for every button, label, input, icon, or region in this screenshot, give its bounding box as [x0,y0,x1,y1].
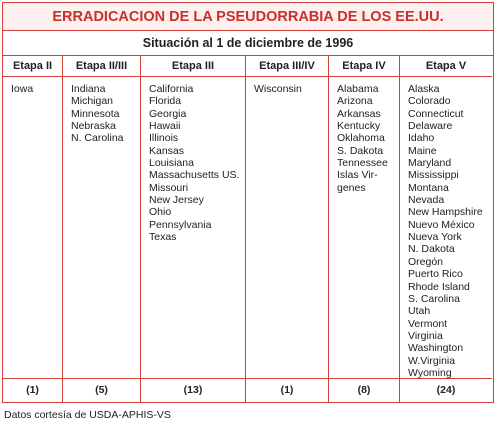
column-count: (5) [63,378,140,402]
item: Nevada [408,194,445,207]
item: Nuevo México [408,218,475,231]
item: Idaho [408,132,435,145]
table-title: ERRADICACION DE LA PSEUDORRABIA DE LOS E… [3,3,493,31]
item-list: Iowa [11,83,33,95]
item: Mississippi [408,169,459,182]
item: W.Virginia [408,354,456,367]
column-count: (1) [3,378,62,402]
column: Etapa IV Alabama Arizona Arkansas Kentucky Ok… [328,56,399,402]
item: Michigan [71,95,114,108]
column-header: Etapa III/IV [246,56,328,77]
column-header: Etapa II [3,56,62,77]
item: Maine [408,144,437,157]
item: Alabama [337,83,379,95]
item: Montana [408,181,449,194]
item: S. Carolina [408,292,460,305]
column-count: (8) [329,378,399,402]
item: Louisiana [149,157,194,170]
item: Iowa [11,83,34,95]
item: Massachusetts US. [149,169,240,182]
item: Pennsylvania [149,218,212,231]
item-list: Alaska Colorado Connecticut Delaware Idaho Ma… [408,83,483,379]
item: Islas Vir- [337,169,378,182]
item: Kentucky [337,120,381,133]
column-count: (13) [141,378,245,402]
item: Utah [408,305,431,318]
item: Illinois [149,132,179,145]
item-list: Wisconsin [254,83,302,95]
item: Florida [149,95,182,108]
item: Rhode Island [408,280,470,293]
item: Wisconsin [254,83,302,95]
item: Maryland [408,157,452,170]
item-list: Indiana Michigan Minnesota Nebraska N. Carol… [71,83,124,145]
item: Nebraska [71,120,116,133]
item: Missouri [149,181,189,194]
item: Arizona [337,95,373,108]
item-list: California Florida Georgia Hawaii Illinois Ka… [149,83,239,243]
item: Wyoming [408,366,452,379]
item: Kansas [149,144,185,157]
item: Washington [408,342,464,355]
item: Texas [149,231,177,244]
item: Minnesota [71,107,120,120]
item: Oregón [408,255,444,268]
item: New Hampshire [408,206,483,219]
item: Delaware [408,120,453,133]
column-header: Etapa III [141,56,245,77]
item: Alaska [408,83,440,95]
item: Hawaii [149,120,181,133]
item: Colorado [408,95,451,108]
table: ERRADICACION DE LA PSEUDORRABIA DE LOS E… [2,2,494,403]
column: Etapa II Iowa (1) [3,56,62,402]
item: Arkansas [337,107,381,120]
item: California [149,83,194,95]
item: genes [337,181,366,194]
item: Nueva York [408,231,462,244]
item: Georgia [149,107,187,120]
column-header: Etapa V [400,56,492,77]
item-list: Alabama Arizona Arkansas Kentucky Oklahoma S.… [337,83,388,194]
column: Etapa V Alaska Colorado Connecticut Delaware… [399,56,492,402]
item: Ohio [149,206,172,219]
item: Oklahoma [337,132,385,145]
column-header: Etapa II/III [63,56,140,77]
item: Vermont [408,317,448,330]
column-count: (1) [246,378,328,402]
item: Virginia [408,329,443,342]
column: Etapa III/IV Wisconsin (1) [245,56,328,402]
item: N. Carolina [71,132,124,145]
item: Indiana [71,83,106,95]
item: N. Dakota [408,243,455,256]
column: Etapa III California Florida Georgia Hawaii I… [140,56,245,402]
column: Etapa II/III Indiana Michigan Minnesota Nebr… [62,56,140,402]
table-subtitle: Situación al 1 de diciembre de 1996 [3,31,493,56]
item: Puerto Rico [408,268,463,281]
source-note: Datos cortesía de USDA-APHIS-VS [4,409,171,421]
column-count: (24) [400,378,492,402]
item: S. Dakota [337,144,384,157]
item: Tennessee [337,157,388,170]
item: New Jersey [149,194,204,207]
item: Connecticut [408,107,464,120]
column-header: Etapa IV [329,56,399,77]
